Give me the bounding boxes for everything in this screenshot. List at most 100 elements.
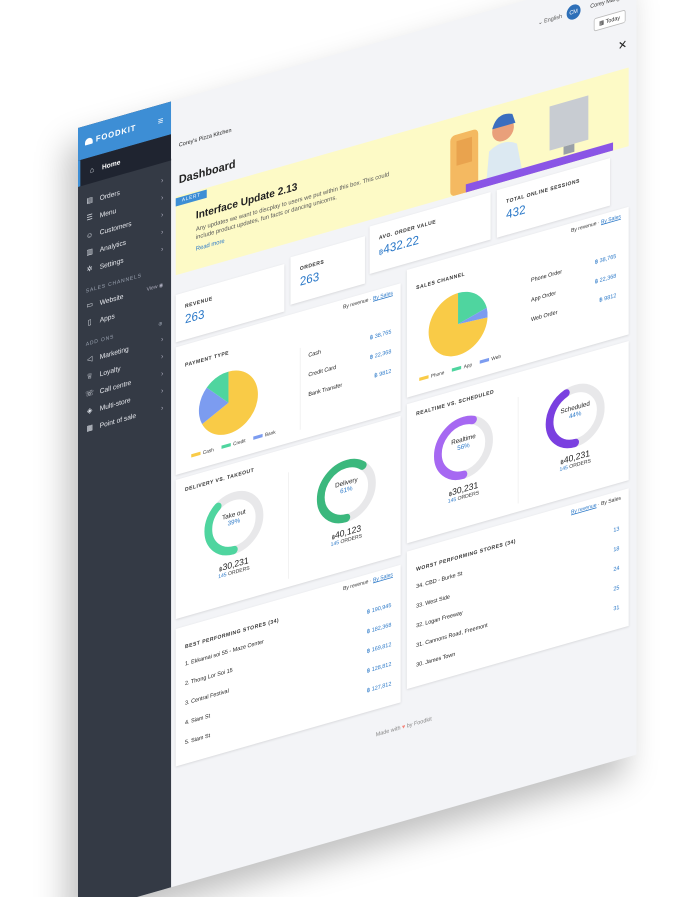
row-label: Phone Order (530, 268, 563, 284)
store-value: 31 (613, 604, 620, 612)
pie-slice-app (458, 291, 487, 325)
sort-by-revenue[interactable]: By revenue (342, 578, 369, 592)
footer-text: Made with (375, 725, 401, 739)
donut-arc (434, 415, 493, 481)
settings-icon: ✲ (86, 263, 93, 274)
card-divider (517, 396, 519, 504)
date-filter-button[interactable]: ▦ Today (593, 9, 626, 32)
legend-item: Web (479, 354, 501, 365)
avatar[interactable]: CM (566, 2, 581, 22)
menu-icon: ☰ (86, 212, 93, 223)
row-value: ฿ 22,368 (594, 273, 617, 286)
chevron-right-icon: › (160, 209, 164, 219)
store-value: ฿ 127,812 (366, 681, 392, 694)
brand-name: FOODKIT (95, 123, 137, 144)
store-value: ฿ 169,812 (366, 641, 392, 655)
sort-separator: · (369, 577, 372, 585)
chevron-down-icon: ⌄ (538, 19, 543, 27)
legend-label: Credit (233, 438, 246, 448)
pie-slice-credit (198, 387, 229, 425)
sales-pie-chart (428, 291, 488, 357)
apps-icon: ▯ (87, 317, 92, 327)
sort-by-sales[interactable]: By Sales (601, 213, 621, 226)
legend-label: Bank (264, 430, 276, 439)
eye-icon: ◉ (158, 281, 164, 289)
brand-logo: FOODKIT (84, 123, 137, 147)
legend-item: Cash (191, 448, 214, 459)
close-icon[interactable]: ✕ (618, 36, 628, 53)
card-title: SALES CHANNEL (416, 271, 466, 292)
takeout-metric: Take out 39% ฿30,231 145 ORDERS (191, 476, 276, 607)
row-label: Cash (308, 348, 322, 359)
location-icon: ◈ (86, 405, 93, 416)
store-name: 4. Siam St (185, 712, 211, 726)
sort-separator: · (597, 219, 600, 227)
pie-slice-cash (202, 370, 258, 435)
legend-label: Phone (430, 370, 445, 380)
realtime-donut (434, 415, 493, 481)
pie-slice-bank (206, 371, 229, 403)
donut-arc (204, 490, 264, 556)
store-value: 24 (613, 565, 620, 573)
sidebar-item-label: Apps (99, 311, 115, 324)
scheduled-donut (545, 383, 605, 449)
payment-type-card: By revenue · By Sales PAYMENT TYPE Cash … (175, 283, 401, 476)
alert-banner: ALERT Interface Update 2.13 Any updates … (175, 67, 629, 276)
view-label: View (146, 283, 158, 293)
store-value: 25 (613, 584, 620, 593)
pie-slice-web (458, 307, 488, 325)
legend-swatch (221, 443, 231, 450)
sort-by-sales[interactable]: By Sales (372, 290, 393, 302)
orders-count: 145 (330, 539, 340, 548)
store-name: 5. Siam St (185, 732, 211, 746)
delivery-metric: Delivery 61% ฿40,123 145 ORDERS (304, 444, 389, 575)
chevron-right-icon: › (160, 402, 164, 412)
orders-count: 145 (447, 496, 457, 505)
sort-separator: · (597, 501, 600, 508)
row-value: ฿ 9812 (599, 292, 617, 304)
payment-sort-toggle[interactable]: By revenue · By Sales (343, 290, 393, 310)
pie-slice-phone (428, 293, 488, 357)
add-icon[interactable]: ⊕ (158, 320, 164, 328)
view-link[interactable]: View ◉ (147, 281, 164, 292)
row-label: Credit Card (308, 364, 337, 378)
alert-badge: ALERT (175, 189, 207, 207)
sidebar-item-label: Orders (99, 187, 120, 202)
row-label: Bank Transfer (308, 382, 343, 398)
orders-icon: ▤ (86, 194, 93, 206)
sort-by-revenue[interactable]: By revenue (571, 220, 597, 234)
orders-count: 145 (218, 571, 227, 580)
language-label: English (544, 13, 562, 25)
chevron-right-icon: › (160, 175, 164, 185)
store-value: ฿ 182,368 (366, 622, 392, 636)
sort-by-sales[interactable]: By Sales (372, 571, 393, 584)
takeout-donut (204, 490, 264, 556)
sort-by-sales[interactable]: By Sales (601, 495, 621, 507)
pos-icon: ▦ (86, 422, 93, 433)
worst-sort-toggle[interactable]: By revenue · By Sales (571, 495, 621, 515)
legend-swatch (452, 366, 462, 373)
store-value: 18 (613, 545, 620, 553)
store-name: 30. James Town (416, 651, 456, 669)
chevron-right-icon: › (160, 351, 164, 361)
sales-sort-toggle[interactable]: By revenue · By Sales (571, 214, 621, 234)
sort-by-revenue[interactable]: By revenue (571, 502, 597, 516)
language-selector[interactable]: ⌄ English (538, 13, 562, 27)
sort-by-revenue[interactable]: By revenue (342, 297, 369, 311)
chevron-right-icon: › (160, 385, 164, 395)
best-sort-toggle[interactable]: By revenue · By Sales (343, 572, 393, 592)
support-agent-illustration (450, 95, 614, 196)
hamburger-icon[interactable]: ≡ (157, 114, 165, 128)
sort-separator: · (369, 296, 372, 303)
sales-channel-card: By revenue · By Sales SALES CHANNEL Phon… (406, 206, 629, 398)
main-content: Dashboard ✕ ALERT Interface Update 2.13 … (171, 28, 636, 888)
donut-arc (545, 383, 605, 449)
card-divider (288, 472, 289, 579)
legend-label: Web (491, 354, 501, 363)
stat-card-orders: ORDERS 263 (290, 236, 365, 305)
store-value: 13 (613, 525, 620, 534)
legend-label: Cash (202, 447, 214, 456)
legend-label: App (463, 362, 473, 370)
user-name[interactable]: Corey Mangos (590, 0, 626, 10)
